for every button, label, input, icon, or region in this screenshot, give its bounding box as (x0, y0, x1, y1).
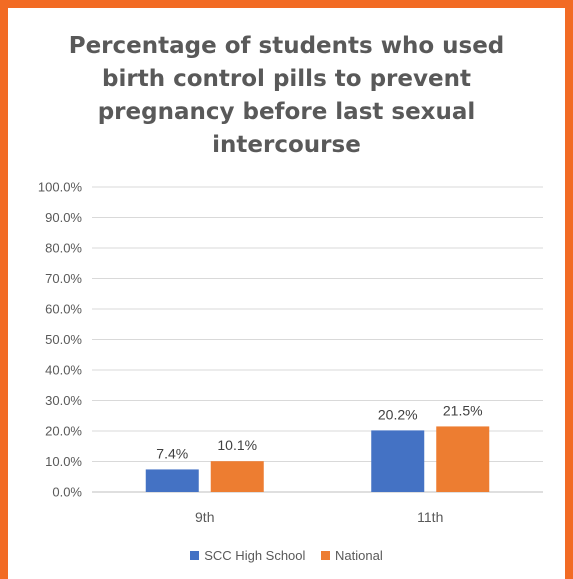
chart-title-line-1: Percentage of students who used (68, 33, 505, 59)
legend-label-scc: SCC High School (204, 548, 306, 563)
legend-item-national: National (321, 548, 383, 563)
bar-11th-national (436, 426, 490, 492)
y-tick-label-10: 10.0% (45, 454, 82, 469)
legend-swatch-national (321, 551, 331, 560)
legend-swatch-scc (190, 551, 200, 560)
y-tick-label-40: 40.0% (45, 363, 82, 378)
y-tick-label-60: 60.0% (45, 302, 82, 317)
legend-label-national: National (335, 548, 383, 563)
y-tick-label-90: 90.0% (45, 210, 82, 225)
bar-9th-scc-high-school (145, 469, 199, 492)
chart-title: Percentage of students who used birth co… (8, 30, 565, 162)
y-tick-label-20: 20.0% (45, 424, 82, 439)
y-tick-label-50: 50.0% (45, 332, 82, 347)
legend: SCC High School National (8, 548, 565, 563)
chart-title-line-3: pregnancy before last sexual (97, 99, 476, 125)
x-axis-category-labels: 9th 11th (195, 509, 443, 525)
x-category-label-9th: 9th (195, 509, 214, 525)
bar-9th-national (210, 461, 264, 492)
y-tick-label-100: 100.0% (38, 180, 83, 195)
bars (145, 426, 490, 492)
y-tick-label-80: 80.0% (45, 241, 82, 256)
data-label-9th-scc-high-school: 7.4% (156, 445, 188, 461)
y-axis-tick-labels: 0.0% 10.0% 20.0% 30.0% 40.0% 50.0% 60.0% 70.0% 8… (38, 180, 83, 500)
data-label-11th-scc-high-school: 20.2% (378, 406, 418, 422)
data-label-11th-national: 21.5% (443, 402, 483, 418)
y-tick-label-30: 30.0% (45, 393, 82, 408)
x-category-label-11th: 11th (417, 509, 443, 525)
chart-panel: Percentage of students who used birth co… (8, 8, 565, 579)
y-tick-label-0: 0.0% (52, 485, 82, 500)
legend-item-scc: SCC High School (190, 548, 305, 563)
y-tick-label-70: 70.0% (45, 271, 82, 286)
chart-title-line-4: intercourse (212, 132, 361, 158)
data-labels: 7.4% 10.1% 20.2% 21.5% (156, 402, 482, 461)
bar-chart: 0.0% 10.0% 20.0% 30.0% 40.0% 50.0% 60.0% 70.0% 8… (38, 180, 543, 525)
chart-title-line-2: birth control pills to prevent (102, 66, 471, 92)
bar-11th-scc-high-school (371, 430, 425, 492)
data-label-9th-national: 10.1% (217, 437, 257, 453)
